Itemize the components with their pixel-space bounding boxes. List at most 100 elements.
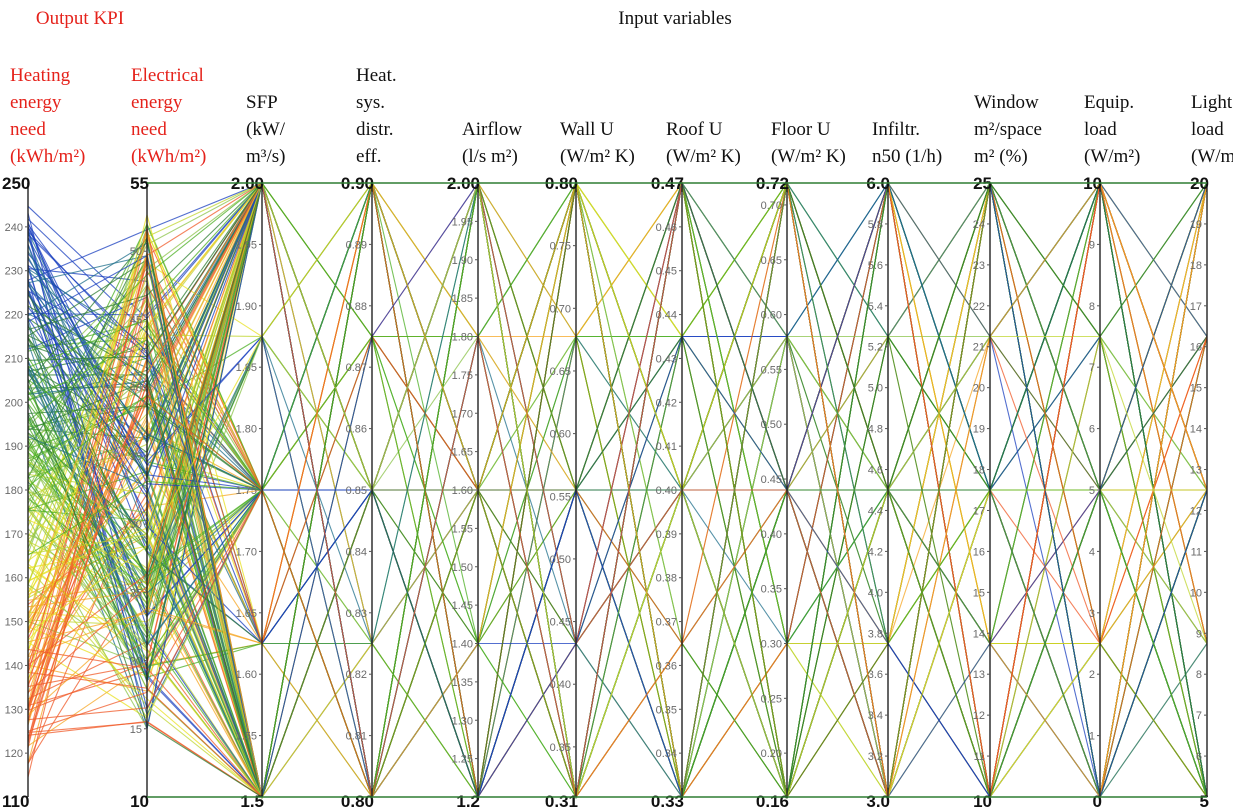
tick-label: 30 (130, 519, 142, 531)
axis-min-label: 0.16 (756, 792, 789, 811)
axis-header-label: (W/m²) (1084, 146, 1140, 167)
tick-label: 0.35 (761, 584, 782, 596)
tick-label: 0.60 (550, 429, 571, 441)
tick-label: 1.40 (452, 639, 473, 651)
tick-label: 0.45 (761, 474, 782, 486)
axis-light: 678910111213141516171819205Lightload(W/m… (1190, 92, 1233, 811)
tick-label: 5 (1089, 485, 1095, 497)
tick-label: 1.70 (236, 546, 257, 558)
tick-label: 1.55 (452, 523, 473, 535)
data-polyline (27, 182, 1207, 799)
tick-label: 0.75 (550, 241, 571, 253)
tick-label: 0.82 (346, 669, 367, 681)
tick-label: 1.90 (236, 301, 257, 313)
tick-label: 4.6 (868, 465, 883, 477)
tick-label: 3.8 (868, 628, 883, 640)
tick-label: 0.60 (761, 310, 782, 322)
tick-label: 120 (5, 748, 23, 760)
axis-window: 11121314151617181920212223242510Windowm²… (973, 92, 1042, 811)
tick-label: 1.55 (236, 731, 257, 743)
tick-label: 0.30 (761, 639, 782, 651)
tick-label: 0.40 (761, 529, 782, 541)
tick-label: 0.87 (346, 362, 367, 374)
axis-max-label: 250 (2, 174, 30, 193)
tick-label: 210 (5, 353, 23, 365)
data-polyline (27, 182, 1207, 682)
tick-label: 230 (5, 266, 23, 278)
tick-label: 14 (973, 628, 985, 640)
tick-label: 5.8 (868, 219, 883, 231)
tick-label: 5.2 (868, 342, 883, 354)
tick-label: 0.65 (550, 366, 571, 378)
tick-label: 0.35 (656, 704, 677, 716)
tick-label: 1.70 (452, 408, 473, 420)
axis-min-label: 1.2 (456, 792, 480, 811)
tick-label: 0.83 (346, 608, 367, 620)
axis-header-label: energy (10, 92, 62, 113)
tick-label: 3.4 (868, 710, 883, 722)
tick-label: 4.8 (868, 424, 883, 436)
tick-label: 6 (1196, 751, 1202, 763)
axis-min-label: 10 (973, 792, 992, 811)
tick-label: 4.2 (868, 546, 883, 558)
tick-label: 1.85 (452, 293, 473, 305)
axis-header-label: load (1084, 119, 1117, 140)
axis-header-label: m³/s) (246, 146, 285, 167)
tick-label: 3.2 (868, 751, 883, 763)
tick-label: 0.36 (656, 660, 677, 672)
tick-label: 240 (5, 222, 23, 234)
tick-label: 1 (1089, 731, 1095, 743)
axis-min-label: 3.0 (866, 792, 890, 811)
tick-label: 25 (130, 587, 142, 599)
tick-label: 0.43 (656, 353, 677, 365)
axis-floor_u: 0.20 0.25 0.30 0.35 0.40 0.45 0.50 0.55 0.60 0.65… (756, 119, 846, 811)
tick-label: 1.95 (236, 239, 257, 251)
axis-header-label: Floor U (771, 119, 831, 140)
tick-label: 17 (1190, 301, 1202, 313)
axis-header-label: sys. (356, 92, 385, 113)
tick-label: 0.55 (761, 364, 782, 376)
data-polyline (27, 181, 1208, 799)
tick-label: 0.25 (761, 693, 782, 705)
tick-label: 6 (1089, 424, 1095, 436)
tick-label: 8 (1089, 301, 1095, 313)
axis-header-label: Light (1191, 92, 1233, 113)
axis-max-label: 55 (130, 174, 149, 193)
tick-label: 9 (1196, 628, 1202, 640)
tick-label: 1.50 (452, 562, 473, 574)
tick-label: 1.85 (236, 362, 257, 374)
axis-header-label: Airflow (462, 119, 522, 140)
tick-label: 1.80 (452, 332, 473, 344)
tick-label: 0.89 (346, 239, 367, 251)
axis-header-label: need (131, 119, 167, 140)
axis-header-label: Infiltr. (872, 119, 920, 140)
tick-label: 13 (1190, 465, 1202, 477)
axis-header-label: (W/m²) (1191, 146, 1233, 167)
axis-header-label: Electrical (131, 65, 204, 86)
tick-label: 7 (1196, 710, 1202, 722)
axis-heating: 120 130 140 150 160 170 180 190 200 210 220 230 240 2… (2, 65, 85, 811)
tick-label: 23 (973, 260, 985, 272)
axis-header-label: (W/m² K) (666, 146, 741, 167)
axis-min-label: 10 (130, 792, 149, 811)
polyline-group (27, 180, 1208, 800)
tick-label: 50 (130, 246, 142, 258)
tick-label: 14 (1190, 424, 1202, 436)
tick-label: 170 (5, 529, 23, 541)
tick-label: 12 (973, 710, 985, 722)
axis-wall_u: 0.350.400.450.500.550.600.650.700.750.80… (545, 119, 635, 811)
tick-label: 150 (5, 617, 23, 629)
axis-heat_sys: 0.810.820.830.840.850.860.870.880.890.90… (341, 65, 397, 811)
tick-label: 19 (973, 424, 985, 436)
axis-min-label: 0.33 (651, 792, 684, 811)
axis-header-label: (W/m² K) (560, 146, 635, 167)
axis-header-label: SFP (246, 92, 278, 113)
tick-label: 0.86 (346, 424, 367, 436)
axis-header-label: n50 (1/h) (872, 146, 942, 167)
axis-header-label: m² (%) (974, 146, 1028, 167)
tick-label: 0.42 (656, 397, 677, 409)
tick-label: 18 (973, 465, 985, 477)
tick-label: 20 (130, 656, 142, 668)
tick-label: 15 (973, 587, 985, 599)
axis-header-label: (W/m² K) (771, 146, 846, 167)
